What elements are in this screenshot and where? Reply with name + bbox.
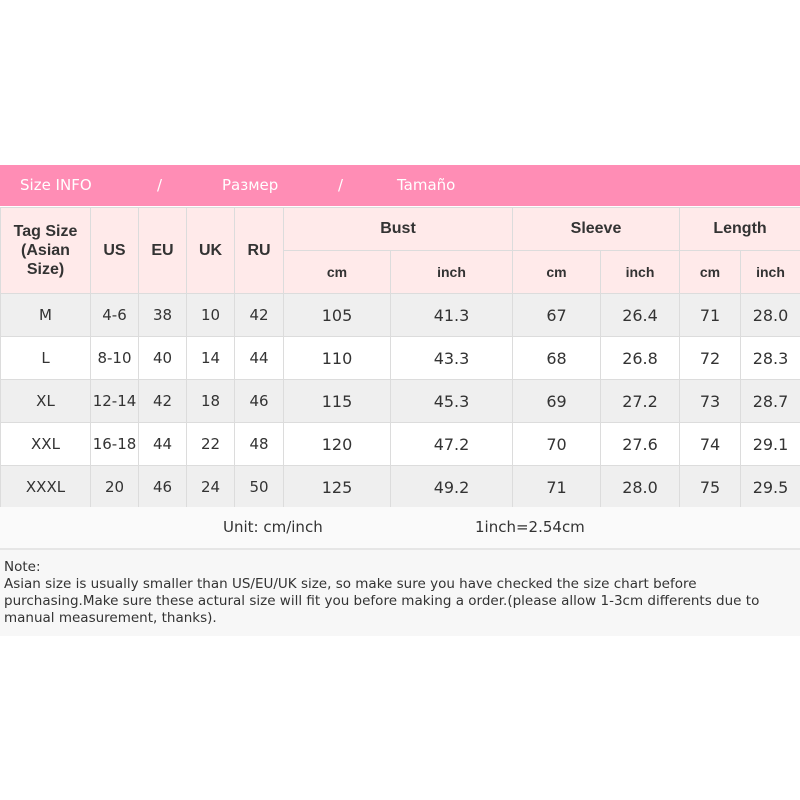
table-cell: 4-6 (90, 293, 139, 337)
header-length-inch: inch (739, 250, 800, 294)
banner-separator: / (157, 176, 163, 194)
note-title: Note: (4, 559, 41, 575)
table-cell: 18 (186, 379, 235, 423)
table-row: XXL 16-18 44 22 48 120 47.2 70 27.6 74 29.1 (0, 422, 800, 466)
note-body: Asian size is usually smaller than US/EU… (4, 576, 760, 626)
header-uk: UK (186, 207, 235, 294)
unit-conversion: 1inch=2.54cm (475, 518, 585, 536)
table-row: XL 12-14 42 18 46 115 45.3 69 27.2 73 28.7 (0, 379, 800, 423)
table-cell: 43.3 (390, 336, 513, 380)
header-length-cm: cm (679, 250, 741, 294)
table-cell: 28.7 (739, 379, 800, 423)
header-bust: Bust (283, 207, 513, 251)
header-tag-size: Tag Size (Asian Size) (0, 207, 91, 294)
table-cell: 75 (679, 465, 741, 509)
header-sleeve-inch: inch (600, 250, 680, 294)
table-cell: 74 (679, 422, 741, 466)
table-cell: 24 (186, 465, 235, 509)
table-cell: 67 (512, 293, 601, 337)
table-cell: 73 (679, 379, 741, 423)
table-cell: 27.6 (600, 422, 680, 466)
header-sleeve-cm: cm (512, 250, 601, 294)
table-cell: 110 (283, 336, 391, 380)
table-cell: 50 (234, 465, 284, 509)
banner-title-en: Size INFO (20, 176, 92, 194)
size-chart-table: Tag Size (Asian Size) US EU UK RU Bust S… (0, 207, 800, 509)
table-cell: 10 (186, 293, 235, 337)
table-cell: M (0, 293, 91, 337)
table-cell: 70 (512, 422, 601, 466)
header-eu: EU (138, 207, 187, 294)
header-length: Length (678, 207, 800, 251)
table-cell: 20 (90, 465, 139, 509)
table-cell: 68 (512, 336, 601, 380)
table-cell: 29.1 (739, 422, 800, 466)
note-section: Note: Asian size is usually smaller than… (0, 550, 800, 636)
banner-title-ru: Размер (222, 176, 279, 194)
table-row: XXXL 20 46 24 50 125 49.2 71 28.0 75 29.5 (0, 465, 800, 509)
table-cell: 44 (138, 422, 187, 466)
table-cell: 46 (138, 465, 187, 509)
header-bust-inch: inch (390, 250, 513, 294)
table-cell: L (0, 336, 91, 380)
table-cell: 47.2 (390, 422, 513, 466)
table-cell: 22 (186, 422, 235, 466)
table-cell: 48 (234, 422, 284, 466)
table-cell: 105 (283, 293, 391, 337)
table-cell: 46 (234, 379, 284, 423)
table-cell: 26.8 (600, 336, 680, 380)
table-cell: 16-18 (90, 422, 139, 466)
table-cell: 27.2 (600, 379, 680, 423)
table-cell: 45.3 (390, 379, 513, 423)
table-cell: XXL (0, 422, 91, 466)
header-ru: RU (234, 207, 284, 294)
table-cell: 40 (138, 336, 187, 380)
table-cell: 69 (512, 379, 601, 423)
table-row: L 8-10 40 14 44 110 43.3 68 26.8 72 28.3 (0, 336, 800, 380)
table-cell: 49.2 (390, 465, 513, 509)
banner-title-es: Tamaño (397, 176, 456, 194)
unit-row: Unit: cm/inch 1inch=2.54cm (0, 507, 800, 550)
table-cell: 71 (512, 465, 601, 509)
table-cell: 42 (234, 293, 284, 337)
header-sleeve: Sleeve (512, 207, 680, 251)
table-cell: 26.4 (600, 293, 680, 337)
header-us: US (90, 207, 139, 294)
header-tag-size-sub: (Asian Size) (21, 242, 70, 278)
table-cell: 120 (283, 422, 391, 466)
table-cell: 44 (234, 336, 284, 380)
table-cell: 125 (283, 465, 391, 509)
size-info-banner: Size INFO / Размер / Tamaño (0, 165, 800, 206)
header-bust-cm: cm (283, 250, 391, 294)
table-cell: 38 (138, 293, 187, 337)
table-cell: 28.3 (739, 336, 800, 380)
table-cell: 14 (186, 336, 235, 380)
header-tag-size-label: Tag Size (13, 223, 78, 240)
table-cell: 42 (138, 379, 187, 423)
table-cell: 8-10 (90, 336, 139, 380)
table-cell: 29.5 (739, 465, 800, 509)
table-cell: 41.3 (390, 293, 513, 337)
table-cell: 12-14 (90, 379, 139, 423)
table-cell: 28.0 (739, 293, 800, 337)
table-cell: 28.0 (600, 465, 680, 509)
banner-separator: / (338, 176, 344, 194)
table-cell: XL (0, 379, 91, 423)
table-row: M 4-6 38 10 42 105 41.3 67 26.4 71 28.0 (0, 293, 800, 337)
unit-label: Unit: cm/inch (223, 518, 323, 536)
table-cell: XXXL (0, 465, 91, 509)
table-cell: 71 (679, 293, 741, 337)
table-cell: 115 (283, 379, 391, 423)
table-cell: 72 (679, 336, 741, 380)
